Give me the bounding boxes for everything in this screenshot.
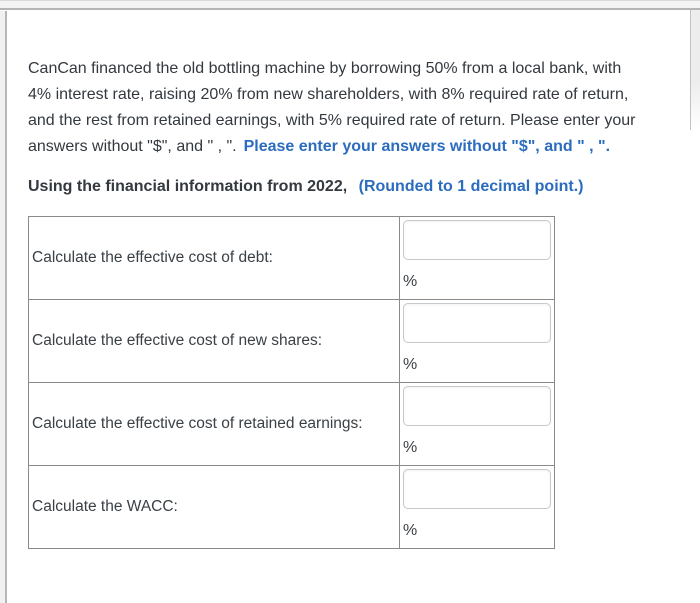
answer-cell: % [399, 465, 555, 549]
content-left-border [5, 11, 7, 603]
subheading-text: Using the financial information from 202… [28, 178, 348, 195]
paragraph-line: CanCan financed the old bottling machine… [28, 60, 622, 77]
table-row: Calculate the effective cost of retained… [28, 382, 555, 466]
row-label-cost-of-new-shares: Calculate the effective cost of new shar… [28, 299, 400, 383]
answer-input-cost-of-retained-earnings[interactable] [403, 386, 551, 426]
answer-cell: % [399, 382, 555, 466]
answer-table: Calculate the effective cost of debt: % … [28, 216, 555, 549]
paragraph-line: 4% interest rate, raising 20% from new s… [28, 86, 629, 103]
answer-cell: % [399, 216, 555, 300]
paragraph-line-plain: answers without "$", and " , ". [28, 138, 237, 155]
paragraph-line: answers without "$", and " , ". Please en… [28, 134, 680, 160]
row-label-cost-of-retained-earnings: Calculate the effective cost of retained… [28, 382, 400, 466]
table-row: Calculate the effective cost of debt: % [28, 216, 555, 300]
question-panel: CanCan financed the old bottling machine… [7, 12, 690, 549]
left-gutter [0, 11, 5, 603]
answer-input-cost-of-debt[interactable] [403, 220, 551, 260]
percent-sign: % [403, 439, 418, 456]
percent-sign: % [403, 356, 418, 373]
percent-sign: % [403, 273, 418, 290]
scrollbar-track[interactable] [690, 10, 700, 130]
answer-input-cost-of-new-shares[interactable] [403, 303, 551, 343]
table-row: Calculate the effective cost of new shar… [28, 299, 555, 383]
percent-sign: % [403, 522, 418, 539]
question-subheading: Using the financial information from 202… [28, 174, 680, 200]
row-label-wacc: Calculate the WACC: [28, 465, 400, 549]
answer-cell: % [399, 299, 555, 383]
top-divider [0, 0, 700, 10]
paragraph-line: and the rest from retained earnings, wit… [28, 112, 636, 129]
answer-format-note: Please enter your answers without "$", a… [243, 138, 611, 155]
answer-input-wacc[interactable] [403, 469, 551, 509]
table-row: Calculate the WACC: % [28, 465, 555, 549]
question-paragraph: CanCan financed the old bottling machine… [28, 56, 680, 160]
rounding-note: (Rounded to 1 decimal point.) [358, 178, 584, 195]
row-label-cost-of-debt: Calculate the effective cost of debt: [28, 216, 400, 300]
